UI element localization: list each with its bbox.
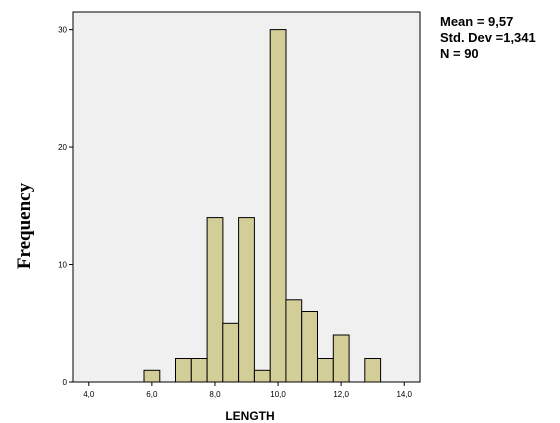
histogram-bar-13: [364, 358, 382, 383]
histogram-bar-3: [190, 358, 208, 383]
histogram-bar-7: [253, 369, 271, 383]
x-tick-label: 8,0: [209, 390, 221, 399]
n-stat: N = 90: [440, 46, 479, 61]
x-tick-label: 10,0: [270, 390, 286, 399]
histogram-bar-4: [206, 217, 224, 383]
x-tick-label: 6,0: [146, 390, 158, 399]
axes-group: 4,0 6,0 8,0 10,0 12,0 14,0 0 10 20 30: [58, 26, 412, 399]
bars-group: [143, 29, 382, 383]
std-dev-stat: Std. Dev =1,341: [440, 30, 536, 45]
histogram-bar-9: [285, 299, 303, 383]
statistics-panel: Mean = 9,57 Std. Dev =1,341 N = 90: [440, 14, 536, 62]
histogram-bar-8: [269, 29, 287, 383]
histogram-bar-1: [143, 369, 161, 383]
histogram-bar-6: [238, 217, 255, 383]
y-axis-label: Frequency: [14, 182, 35, 269]
histogram-bar-2: [175, 358, 192, 383]
x-axis-label: LENGTH: [225, 409, 274, 423]
histogram-bar-10: [301, 311, 319, 383]
histogram-bar-5: [222, 322, 240, 383]
x-tick-label: 14,0: [396, 390, 412, 399]
histogram-bar-12: [332, 334, 350, 383]
x-tick-label: 4,0: [83, 390, 95, 399]
y-tick-label: 0: [63, 378, 68, 387]
y-tick-label: 20: [58, 143, 67, 152]
mean-stat: Mean = 9,57: [440, 14, 514, 29]
x-tick-label: 12,0: [333, 390, 349, 399]
y-tick-label: 30: [58, 26, 67, 35]
y-tick-label: 10: [58, 261, 67, 270]
histogram-bar-11: [317, 358, 334, 383]
